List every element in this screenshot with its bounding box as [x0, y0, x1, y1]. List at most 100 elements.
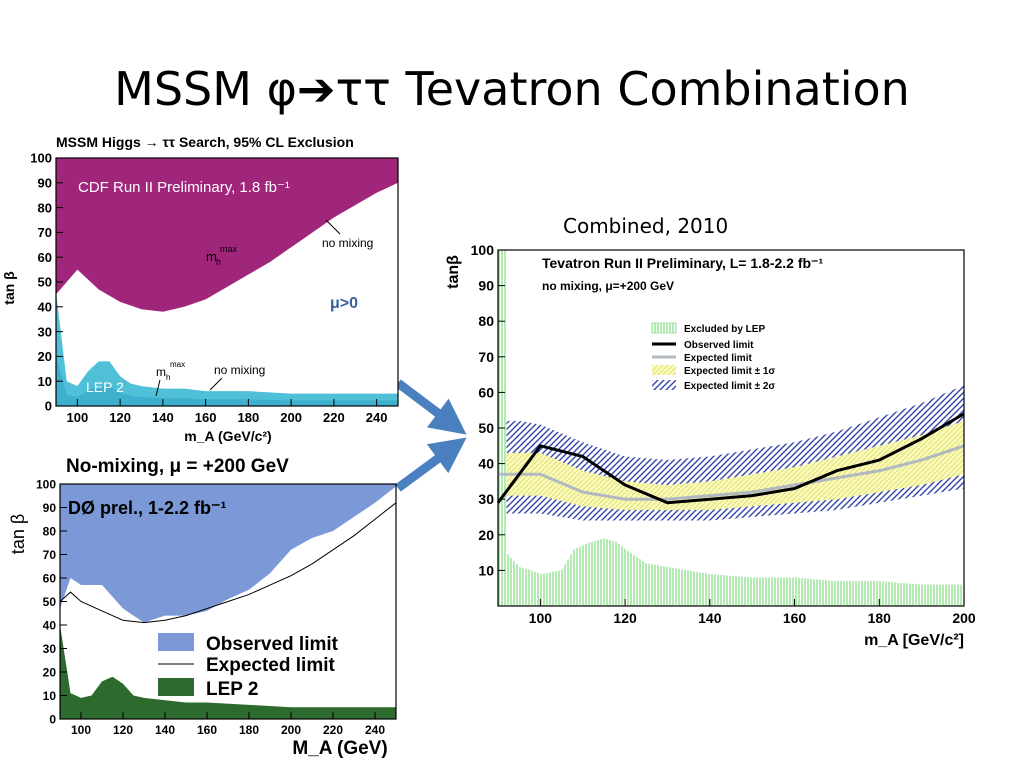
- d0-exclusion-chart: No-mixing, μ = +200 GeV 100 120 140 160 180 2…: [8, 456, 397, 759]
- annotation-lep2: LEP 2: [86, 379, 124, 395]
- one-sigma-band: [498, 420, 964, 510]
- y-tick-label: 70: [43, 548, 57, 562]
- legend-swatch-lep: [651, 322, 677, 334]
- y-tick-label: 10: [38, 374, 52, 389]
- legend-label-expected: Expected limit: [206, 655, 335, 676]
- x-tick-label: 240: [366, 410, 388, 425]
- y-tick-label: 30: [478, 491, 494, 507]
- legend-label-2sigma: Expected limit ± 2σ: [684, 381, 775, 392]
- chart-title: Tevatron Run II Preliminary, L= 1.8-2.2 …: [542, 255, 823, 271]
- y-axis-label: tan β: [1, 271, 17, 305]
- arrow-from-d0: [395, 437, 467, 492]
- inner-label: CDF Run II Preliminary, 1.8 fb⁻¹: [78, 179, 290, 196]
- x-tick-label: 140: [152, 410, 174, 425]
- tevatron-combined-chart: 100 120 140 160 180 200 10 20 30 40 50 60 70 80 90100 …: [445, 242, 976, 649]
- mh-lower-pointer: [155, 379, 161, 397]
- y-tick-label: 10: [43, 689, 57, 703]
- y-tick-label: 90: [38, 175, 52, 190]
- y-tick-label: 80: [478, 313, 494, 329]
- x-tick-label: 180: [239, 723, 259, 737]
- y-tick-label: 50: [38, 275, 52, 290]
- inner-label: DØ prel., 1-2.2 fb⁻¹: [68, 498, 227, 518]
- y-tick-label: 50: [478, 420, 494, 436]
- y-tick-label: 10: [478, 562, 494, 578]
- x-tick-label: 180: [238, 410, 260, 425]
- y-tick-label: 40: [478, 456, 494, 472]
- x-tick-label: 160: [195, 410, 217, 425]
- y-tick-label: 60: [478, 384, 494, 400]
- legend-label-lep2: LEP 2: [206, 679, 258, 700]
- annotation-no-mixing-lower: no mixing: [214, 363, 265, 377]
- legend-label-observed: Observed limit: [206, 634, 339, 655]
- y-tick-label: 40: [38, 299, 52, 314]
- y-tick-label: 30: [43, 642, 57, 656]
- y-tick-label: 80: [43, 524, 57, 538]
- y-tick-label: 20: [38, 349, 52, 364]
- x-axis-label: m_A (GeV/c²): [184, 428, 271, 444]
- slide-title: MSSM φ➔ττ Tevatron Combination: [114, 62, 910, 116]
- x-tick-label: 100: [71, 723, 91, 737]
- annotation-h: h: [216, 257, 221, 267]
- y-tick-label: 80: [38, 200, 52, 215]
- x-tick-label: 220: [323, 410, 345, 425]
- x-tick-label: 140: [698, 610, 722, 626]
- legend-swatch-observed: [158, 633, 194, 651]
- d0-legend: Observed limit Expected limit LEP 2: [158, 633, 339, 700]
- tevatron-legend: Excluded by LEP Observed limit Expected …: [651, 322, 775, 392]
- lep2-area: [60, 625, 396, 719]
- plot-frame: [59, 483, 397, 720]
- no-mixing-lower-pointer: [209, 377, 223, 391]
- annotation-no-mixing: no mixing: [322, 236, 373, 250]
- no-mixing-pointer: [325, 219, 341, 235]
- y-axis-label: tanβ: [445, 255, 462, 289]
- y-tick-label: 90: [43, 501, 57, 515]
- annotation-max-lower: max: [170, 360, 185, 369]
- y-tick-label: 60: [38, 250, 52, 265]
- legend-swatch-lep2: [158, 678, 194, 696]
- plot-frame: [55, 157, 399, 407]
- cdf-plot-area: 100 120 140 160 180 200 220 240 0 10 20 30 40 50 60 70 8…: [30, 151, 399, 425]
- y-tick-label: 0: [49, 712, 56, 726]
- y-tick-label: 70: [38, 225, 52, 240]
- y-tick-label: 90: [478, 278, 494, 294]
- y-tick-label: 30: [38, 324, 52, 339]
- x-axis-label: M_A (GeV): [292, 738, 387, 759]
- y-tick-label: 40: [43, 618, 57, 632]
- tevatron-plot-area: 100 120 140 160 180 200 10 20 30 40 50 60 70 80 90 100: [471, 242, 976, 626]
- annotation-mh-lower: m: [156, 365, 166, 379]
- expected-limit-line: [59, 502, 397, 624]
- arrow-from-cdf: [395, 379, 467, 435]
- x-tick-label: 100: [529, 610, 553, 626]
- cdf-exclusion-chart: MSSM Higgs → ττ Search, 95% CL Exclusion…: [1, 134, 399, 444]
- lep-excluded-area: [498, 538, 964, 606]
- x-tick-label: 160: [197, 723, 217, 737]
- lep2-no-mixing-area: [56, 354, 398, 406]
- x-axis-label: m_A [GeV/c²]: [864, 632, 964, 649]
- y-tick-label: 20: [43, 665, 57, 679]
- x-tick-label: 200: [280, 410, 302, 425]
- y-tick-label: 100: [30, 151, 52, 166]
- expected-limit-line: [498, 444, 965, 501]
- x-tick-label: 200: [281, 723, 301, 737]
- y-tick-label: 50: [43, 595, 57, 609]
- observed-limit-area: [60, 484, 396, 623]
- chart-subtitle: no mixing, μ=+200 GeV: [542, 279, 674, 293]
- x-tick-label: 180: [868, 610, 892, 626]
- annotation-max: max: [220, 244, 238, 254]
- legend-label-expected: Expected limit: [684, 353, 752, 364]
- x-tick-label: 120: [109, 410, 131, 425]
- d0-plot-area: 100 120 140 160 180 200 220 240 0 10 20 30 40 50 60 70 8…: [36, 477, 397, 737]
- y-tick-label: 0: [45, 399, 52, 414]
- chart-title: MSSM Higgs → ττ Search, 95% CL Exclusion: [56, 134, 354, 150]
- x-tick-label: 240: [365, 723, 385, 737]
- legend-swatch-1sigma: [652, 365, 676, 375]
- annotation-h-lower: h: [166, 373, 170, 382]
- y-tick-label: 70: [478, 349, 494, 365]
- annotation-mh: m: [206, 249, 217, 264]
- y-tick-label: 100: [471, 242, 495, 258]
- observed-limit-line: [496, 412, 965, 505]
- combined-caption: Combined, 2010: [563, 214, 729, 238]
- x-tick-label: 120: [113, 723, 133, 737]
- legend-label-lep: Excluded by LEP: [684, 324, 765, 335]
